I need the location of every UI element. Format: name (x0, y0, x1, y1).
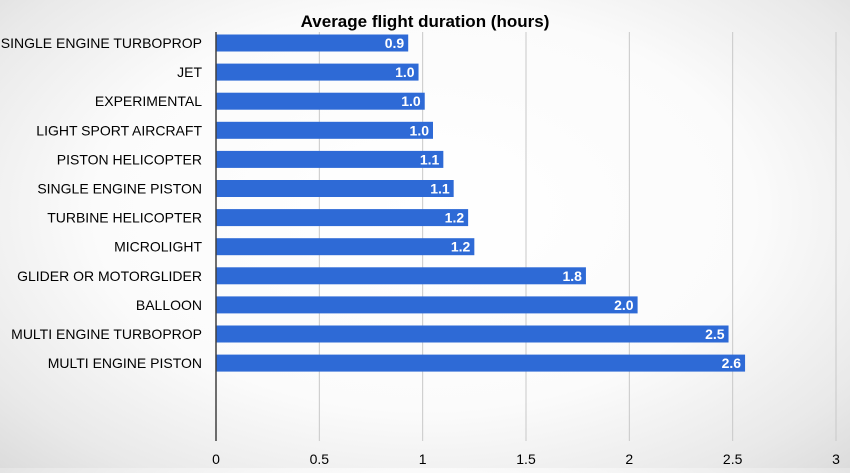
bar (216, 209, 469, 227)
x-tick-label: 2 (625, 451, 633, 467)
category-label: JET (177, 64, 202, 80)
bar (216, 267, 586, 285)
bar (216, 325, 729, 343)
bar-value-label: 2.5 (705, 326, 725, 342)
bar-value-label: 1.0 (395, 64, 415, 80)
category-label: PISTON HELICOPTER (57, 151, 202, 167)
bar (216, 34, 409, 52)
x-tick-label: 1 (419, 451, 427, 467)
bar (216, 121, 433, 139)
bar (216, 63, 419, 81)
x-tick-label: 2.5 (723, 451, 743, 467)
bar-value-label: 1.8 (562, 268, 582, 284)
category-label: TURBINE HELICOPTER (47, 210, 202, 226)
bar (216, 92, 425, 110)
category-label: LIGHT SPORT AIRCRAFT (36, 122, 202, 138)
x-tick-label: 0 (212, 451, 220, 467)
category-label: SINGLE ENGINE TURBOPROP (1, 35, 202, 51)
category-label: MULTI ENGINE PISTON (48, 355, 202, 371)
chart-title: Average flight duration (hours) (301, 12, 550, 31)
x-tick-label: 3 (832, 451, 840, 467)
category-labels: SINGLE ENGINE TURBOPROP JET EXPERIMENTAL LI… (1, 35, 203, 371)
bar-value-label: 1.1 (430, 181, 450, 197)
bar-value-label: 2.0 (614, 297, 634, 313)
category-label: MICROLIGHT (114, 239, 202, 255)
category-label: GLIDER OR MOTORGLIDER (17, 268, 202, 284)
bar-value-label: 0.9 (385, 35, 405, 51)
bar (216, 238, 475, 256)
bar (216, 296, 638, 314)
category-label: EXPERIMENTAL (95, 93, 202, 109)
x-tick-label: 0.5 (310, 451, 330, 467)
bar (216, 150, 444, 168)
bar (216, 354, 746, 372)
bar-value-label: 1.2 (451, 239, 471, 255)
category-label: SINGLE ENGINE PISTON (37, 181, 202, 197)
category-label: BALLOON (136, 297, 202, 313)
bar-value-label: 1.1 (420, 151, 440, 167)
x-tick-label: 1.5 (516, 451, 536, 467)
bar-value-label: 1.0 (410, 122, 430, 138)
bar-value-label: 1.2 (445, 210, 465, 226)
category-label: MULTI ENGINE TURBOPROP (11, 326, 202, 342)
x-axis-ticks: 0 0.5 1 1.5 2 2.5 3 (212, 451, 840, 467)
bar (216, 180, 454, 197)
bar-value-label: 2.6 (722, 355, 742, 371)
bar-value-label: 1.0 (401, 93, 421, 109)
bars: 0.9 1.0 1.0 1.0 1.1 1.1 1.2 1.2 1.8 2.0 2.5 2.6 (216, 34, 746, 372)
